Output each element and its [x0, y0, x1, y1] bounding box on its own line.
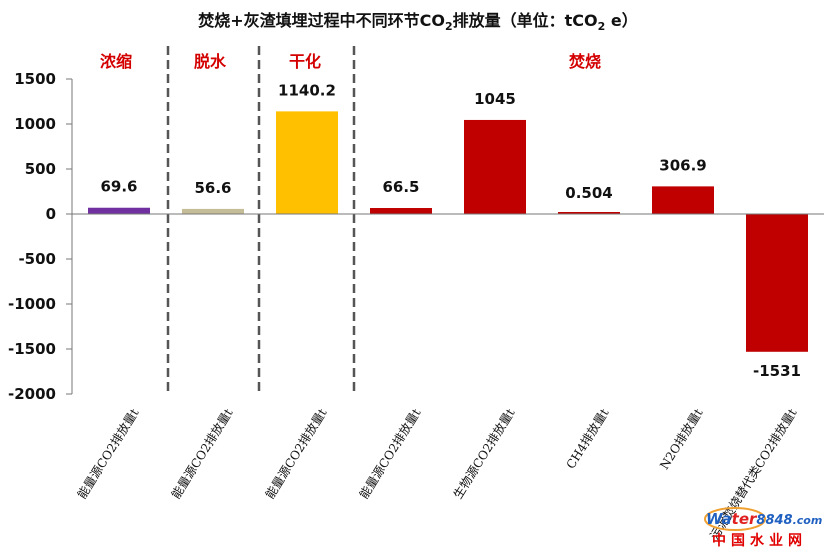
stage-label-incinerate: 焚烧	[569, 52, 601, 71]
y-axis-ticks: 1500 1000 500 0 -500 -1000 -1500 -2000	[8, 70, 72, 403]
data-label: 66.5	[382, 178, 419, 196]
stage-dividers	[166, 46, 356, 392]
x-axis-categories: 能量源CO2排放量t 能量源CO2排放量t 能量源CO2排放量t 能量源CO2排放量t…	[74, 405, 800, 542]
bars	[88, 111, 808, 352]
watermark: Water8848.com 中国水业网	[704, 507, 822, 549]
bar	[182, 208, 244, 214]
x-category-label: N2O排放量t	[656, 405, 705, 471]
watermark-swoosh-icon	[704, 507, 766, 531]
y-tick-label: 1000	[14, 115, 56, 133]
data-label: -1531	[753, 362, 801, 380]
data-label: 69.6	[100, 178, 137, 196]
stage-label-dewater: 脱水	[194, 52, 227, 71]
y-tick-label: 1500	[14, 70, 56, 88]
data-label: 306.9	[659, 156, 706, 174]
data-label: 56.6	[194, 179, 231, 197]
y-tick-label: 0	[46, 205, 56, 223]
chart-title: 焚烧+灰渣填埋过程中不同环节CO2排放量（单位：tCO2 e）	[198, 11, 638, 33]
y-tick-label: -1500	[8, 340, 56, 358]
x-category-label: 能量源CO2排放量t	[356, 405, 424, 501]
bar	[558, 212, 620, 214]
bar	[746, 214, 808, 352]
bar	[652, 186, 714, 214]
y-tick-label: -2000	[8, 385, 56, 403]
watermark-brand: Water8848.com	[706, 510, 822, 528]
bar	[370, 208, 432, 214]
data-label: 1140.2	[278, 81, 336, 99]
y-tick-label: 500	[25, 160, 56, 178]
x-category-label: 生物源CO2排放量t	[450, 405, 518, 501]
x-category-label: 能量源CO2排放量t	[262, 405, 330, 501]
stage-label-dry: 干化	[289, 52, 321, 71]
y-tick-label: -1000	[8, 295, 56, 313]
watermark-cn: 中国水业网	[712, 532, 807, 549]
x-category-label: 能量源CO2排放量t	[74, 405, 142, 501]
bar	[464, 119, 526, 214]
data-labels: 69.6 56.6 1140.2 66.5 1045 0.504 306.9 -1531	[100, 81, 801, 379]
bar	[276, 111, 338, 214]
stage-label-thicken: 浓缩	[100, 52, 132, 71]
data-label: 0.504	[565, 184, 612, 202]
y-tick-label: -500	[18, 250, 56, 268]
x-category-label: CH4排放量t	[563, 405, 612, 471]
bar	[88, 207, 150, 214]
axes	[71, 79, 824, 394]
x-category-label: 能量源CO2排放量t	[168, 405, 236, 501]
stage-labels: 浓缩 脱水 干化 焚烧	[100, 52, 601, 71]
data-label: 1045	[474, 90, 516, 108]
